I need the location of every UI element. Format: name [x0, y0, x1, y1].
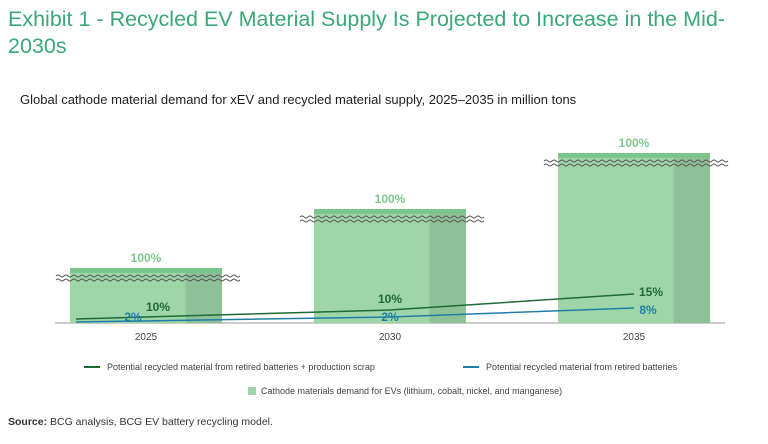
exhibit-title: Exhibit 1 - Recycled EV Material Supply …: [8, 7, 725, 58]
tick-label-2030: 2030: [379, 332, 402, 343]
legend-swatch-retired: [463, 366, 479, 368]
series-label-retired-2035: 8%: [639, 303, 657, 317]
series-label-total-2025: 10%: [146, 300, 170, 314]
source-note: Source: BCG analysis, BCG EV battery rec…: [8, 416, 273, 428]
axis-break-2035: [543, 159, 729, 167]
legend-label-total: Potential recycled material from retired…: [107, 362, 375, 372]
axis-break-2030: [299, 215, 485, 223]
legend-item-total: Potential recycled material from retired…: [84, 362, 375, 372]
source-prefix: Source:: [8, 416, 48, 428]
series-label-retired-2030: 2%: [381, 310, 399, 324]
bar-shade-2035: [673, 157, 710, 323]
legend-item-bars: Cathode materials demand for EVs (lithiu…: [248, 386, 562, 396]
legend-swatch-bars: [248, 387, 256, 395]
axis-break-2025: [55, 274, 241, 282]
bar-top-2035: [558, 153, 710, 158]
series-line-total: [75, 293, 635, 320]
legend-label-retired: Potential recycled material from retired…: [486, 362, 678, 372]
tick-label-2025: 2025: [135, 332, 158, 343]
chart-subtitle: Global cathode material demand for xEV a…: [20, 92, 577, 107]
bar-top-2030: [314, 209, 466, 214]
series-label-retired-2025: 2%: [124, 310, 142, 324]
tick-label-2035: 2035: [623, 332, 646, 343]
bar-label-2035: 100%: [619, 136, 650, 150]
legend-swatch-total: [84, 366, 100, 368]
series-label-total-2030: 10%: [378, 292, 402, 306]
series-label-total-2035: 15%: [639, 285, 663, 299]
series-line-retired: [75, 307, 635, 323]
source-text: BCG analysis, BCG EV battery recycling m…: [47, 416, 273, 428]
legend-label-bars: Cathode materials demand for EVs (lithiu…: [261, 386, 563, 396]
bar-label-2025: 100%: [131, 251, 162, 265]
chart: 100% 2025 100% 2030 100% 2035 10% 10% 15% 2% 2% 8%: [55, 136, 729, 343]
bar-label-2030: 100%: [375, 192, 406, 206]
legend-item-retired: Potential recycled material from retired…: [463, 362, 677, 372]
bar-top-2025: [70, 268, 222, 273]
